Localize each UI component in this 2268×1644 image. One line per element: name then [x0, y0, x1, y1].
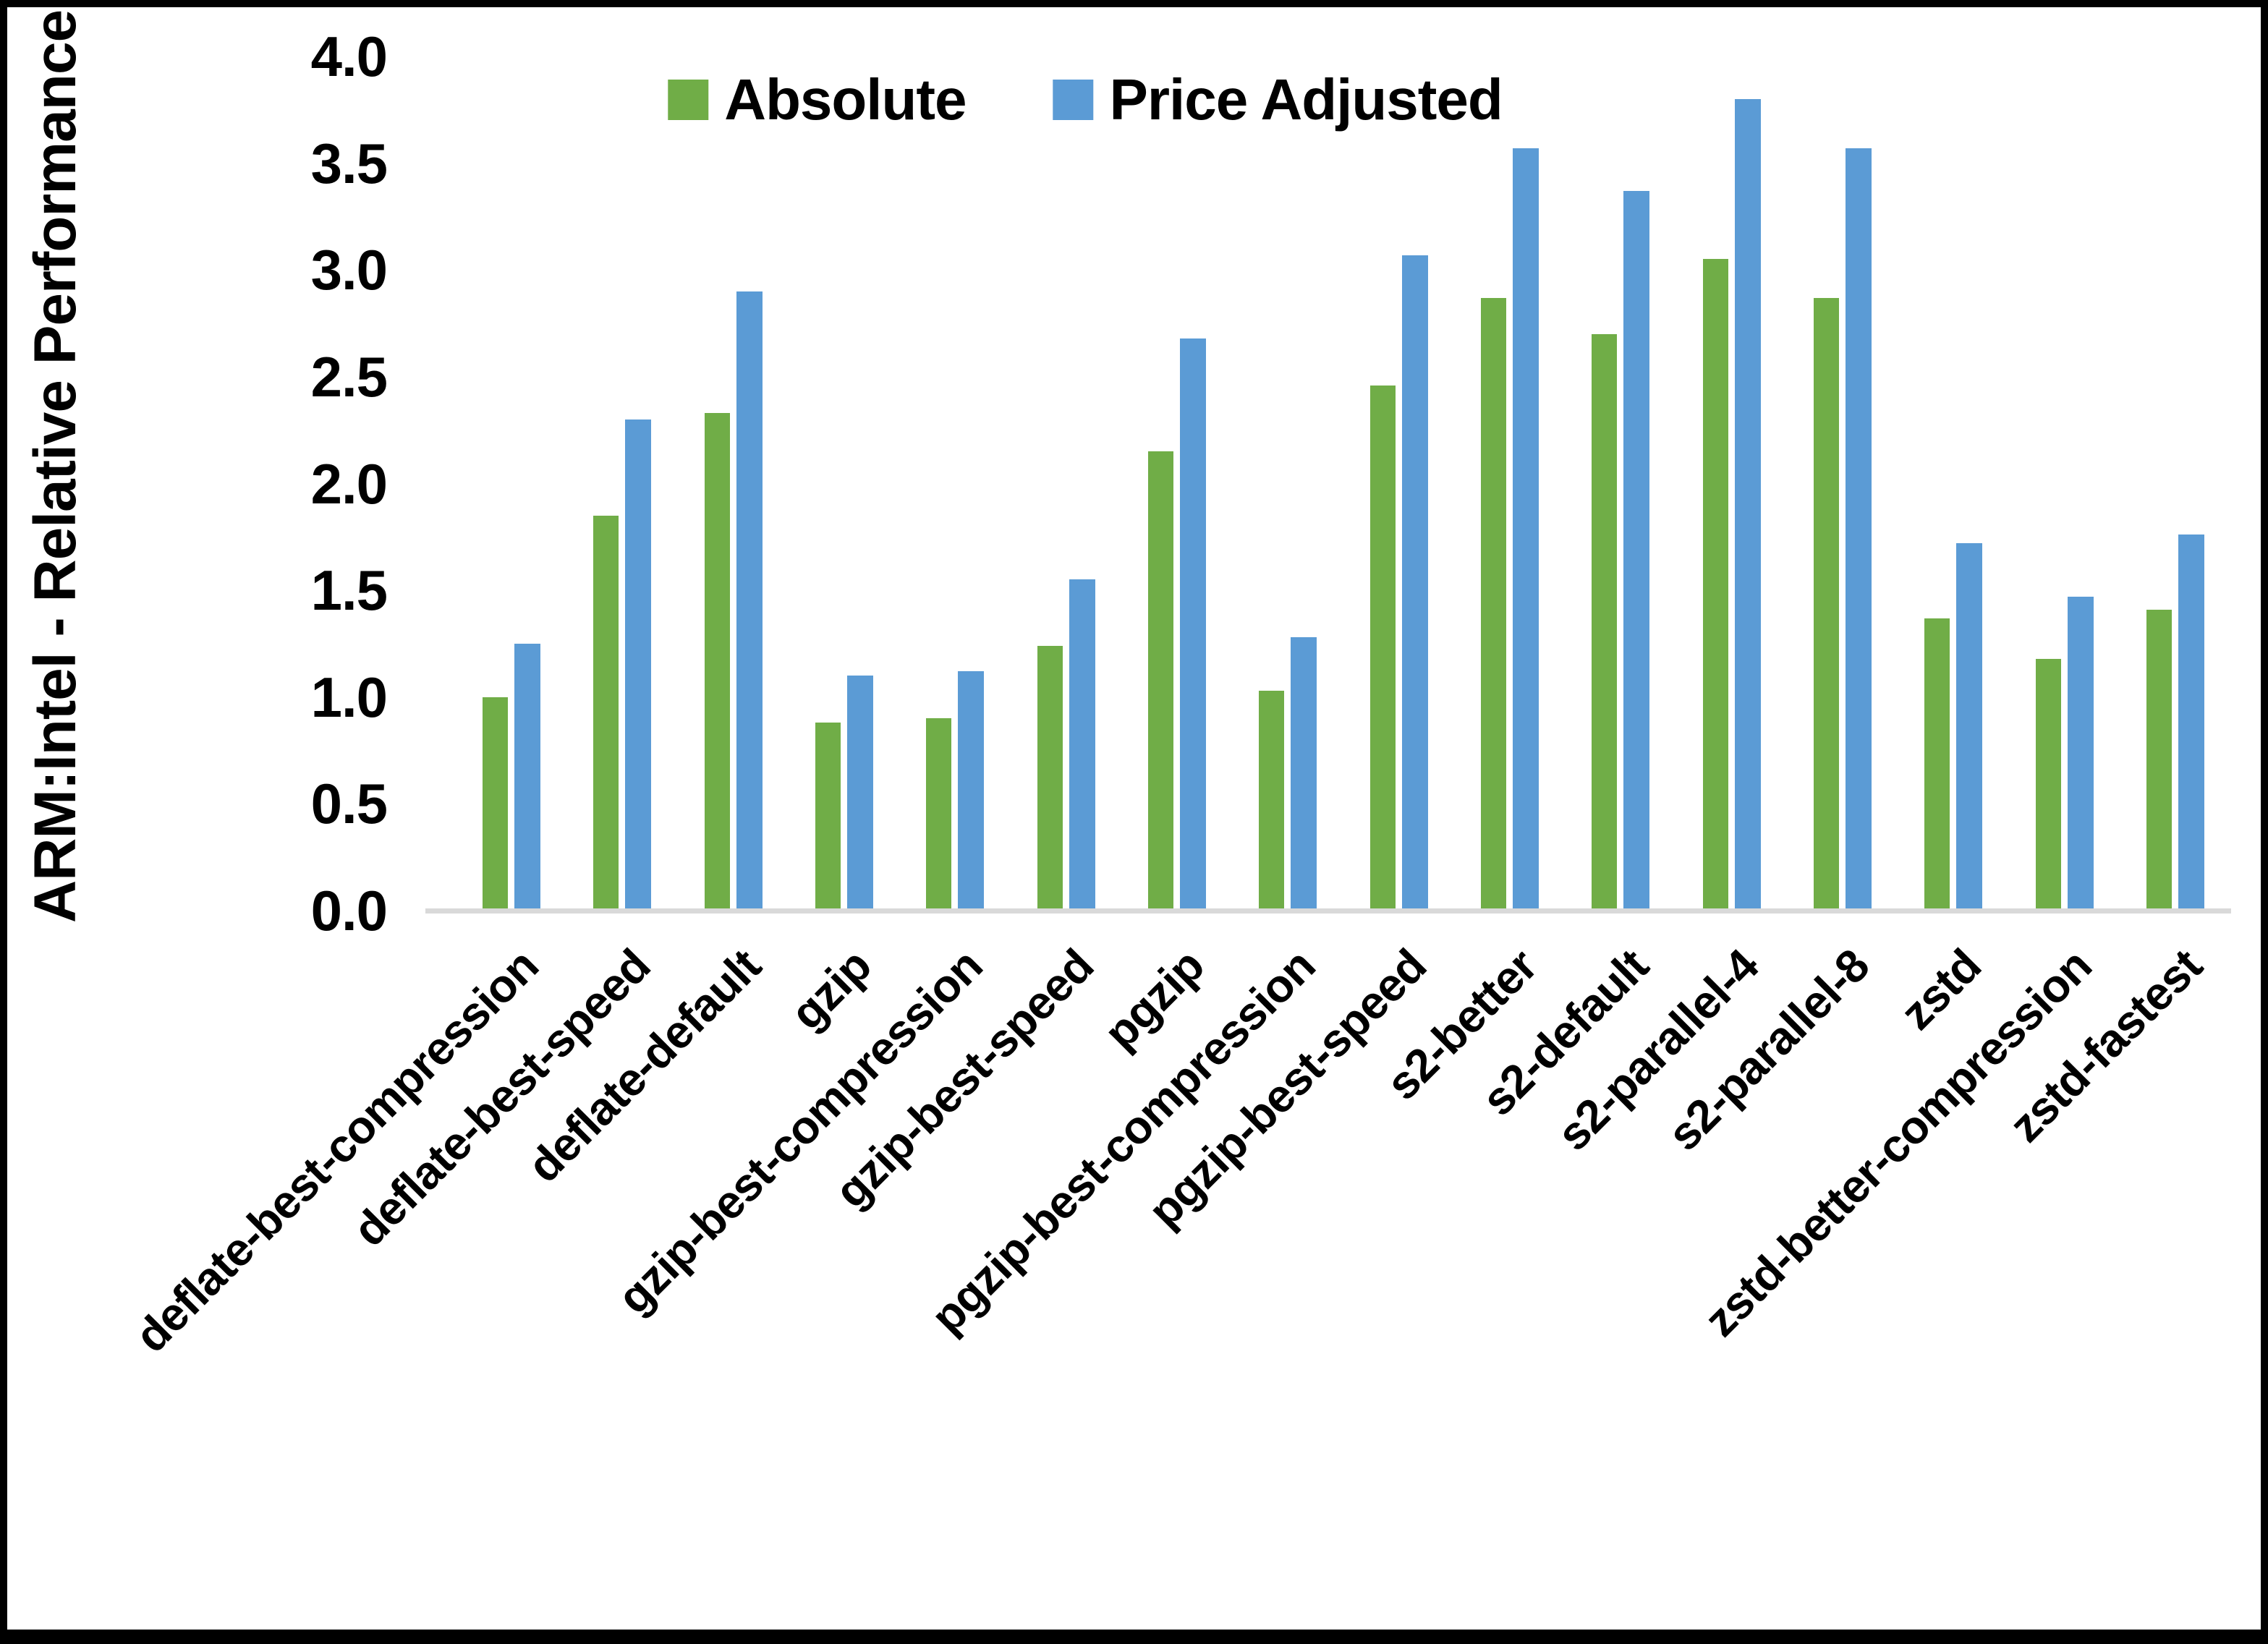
bar-absolute-gzip-best-compression — [926, 718, 951, 911]
bar-price-adjusted-pgzip-best-speed — [1402, 255, 1428, 911]
x-axis-line — [425, 908, 2231, 913]
y-axis-title: ARM:Intel - Relative Performance — [22, 9, 88, 924]
bar-price-adjusted-zstd — [1956, 543, 1982, 911]
y-tick-label-0.0: 0.0 — [310, 879, 388, 942]
bar-absolute-pgzip — [1148, 451, 1173, 911]
bar-absolute-s2-parallel-8 — [1814, 298, 1839, 911]
bar-price-adjusted-deflate-best-speed — [625, 419, 651, 911]
legend-marker-price-adjusted — [1053, 80, 1094, 120]
legend-item-price-adjusted: Price Adjusted — [1053, 67, 1503, 133]
bar-price-adjusted-gzip-best-speed — [1069, 579, 1095, 911]
bar-absolute-s2-parallel-4 — [1703, 259, 1728, 911]
y-tick-label-3.5: 3.5 — [310, 131, 388, 195]
y-tick-label-1.5: 1.5 — [310, 558, 388, 623]
bar-price-adjusted-pgzip — [1180, 338, 1206, 911]
chart-legend: Absolute Price Adjusted — [668, 67, 1503, 133]
bar-price-adjusted-pgzip-best-compression — [1291, 637, 1317, 911]
bar-absolute-pgzip-best-speed — [1370, 386, 1396, 911]
x-label-gzip: gzip — [781, 939, 881, 1040]
bar-absolute-pgzip-best-compression — [1259, 691, 1284, 911]
legend-item-absolute: Absolute — [668, 67, 967, 133]
y-tick-label-2.0: 2.0 — [310, 451, 388, 516]
legend-marker-absolute — [668, 80, 709, 120]
frame-border-bottom — [0, 1630, 2268, 1644]
bar-price-adjusted-zstd-better-compression — [2068, 597, 2094, 911]
y-tick-label-2.5: 2.5 — [310, 344, 388, 409]
y-tick-label-0.5: 0.5 — [310, 772, 388, 836]
y-tick-label-1.0: 1.0 — [310, 665, 388, 729]
bar-absolute-s2-default — [1592, 334, 1617, 911]
legend-label-absolute: Absolute — [724, 67, 967, 132]
bar-absolute-zstd — [1924, 618, 1950, 911]
bar-price-adjusted-deflate-default — [736, 291, 763, 911]
y-tick-label-3.0: 3.0 — [310, 238, 388, 302]
frame-border-top — [0, 0, 2268, 7]
frame-border-left — [0, 0, 7, 1644]
bar-absolute-s2-better — [1481, 298, 1506, 911]
bar-price-adjusted-s2-parallel-4 — [1735, 99, 1761, 911]
legend-label-price-adjusted: Price Adjusted — [1109, 67, 1503, 132]
bar-absolute-zstd-fastest — [2146, 610, 2172, 911]
bar-price-adjusted-s2-better — [1513, 148, 1539, 911]
bar-absolute-deflate-default — [705, 413, 730, 911]
bar-price-adjusted-deflate-best-compression — [514, 644, 540, 911]
x-label-zstd: zstd — [1890, 939, 1991, 1040]
bar-price-adjusted-gzip-best-compression — [958, 671, 984, 911]
bar-absolute-gzip-best-speed — [1037, 646, 1063, 911]
bar-price-adjusted-s2-default — [1623, 191, 1649, 911]
y-tick-label-4.0: 4.0 — [310, 25, 388, 88]
bar-price-adjusted-s2-parallel-8 — [1846, 148, 1872, 911]
bar-absolute-deflate-best-speed — [593, 516, 619, 911]
bar-price-adjusted-zstd-fastest — [2178, 534, 2204, 911]
bar-absolute-gzip — [815, 723, 841, 911]
bar-absolute-deflate-best-compression — [483, 697, 508, 911]
frame-border-right — [2261, 0, 2268, 1644]
bar-absolute-zstd-better-compression — [2036, 659, 2061, 911]
bar-price-adjusted-gzip — [847, 676, 873, 911]
